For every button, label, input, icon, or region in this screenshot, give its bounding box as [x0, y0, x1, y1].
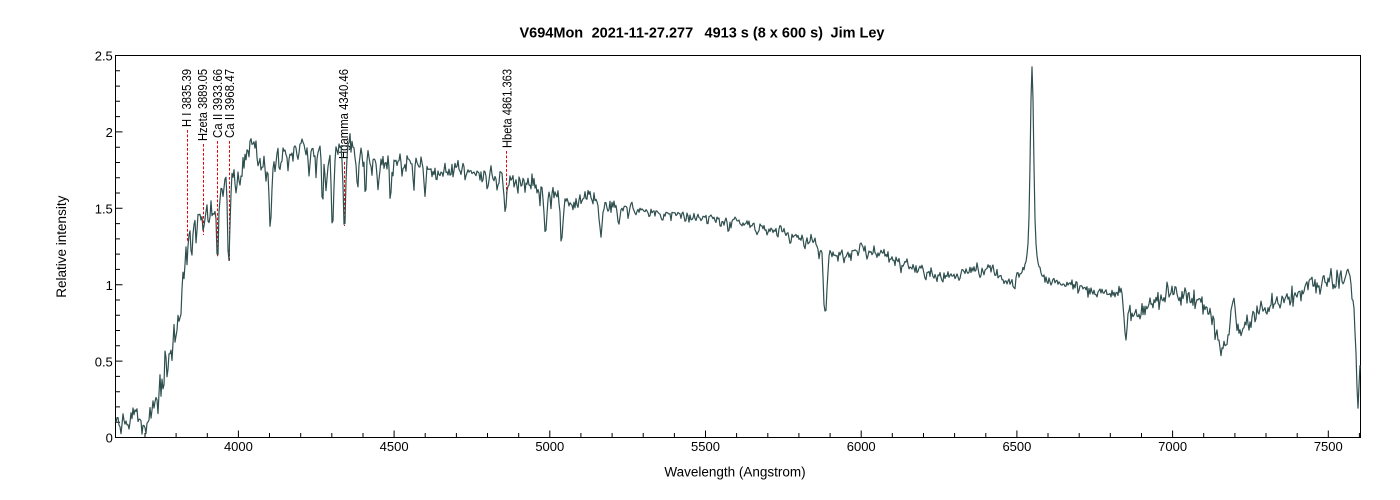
svg-text:5000: 5000	[535, 439, 564, 454]
svg-text:1.5: 1.5	[95, 202, 113, 217]
svg-text:0: 0	[106, 431, 113, 446]
svg-text:H I 3835.39: H I 3835.39	[179, 69, 194, 127]
svg-text:7000: 7000	[1158, 439, 1187, 454]
svg-text:2.5: 2.5	[95, 49, 113, 64]
svg-text:Hbeta 4861.363: Hbeta 4861.363	[500, 69, 515, 148]
svg-text:4500: 4500	[380, 439, 409, 454]
svg-text:Hgamma 4340.46: Hgamma 4340.46	[336, 69, 351, 159]
svg-text:2: 2	[106, 125, 113, 140]
svg-text:6500: 6500	[1002, 439, 1031, 454]
svg-text:Ca II 3968.47: Ca II 3968.47	[222, 69, 237, 138]
svg-text:7500: 7500	[1314, 439, 1343, 454]
svg-text:5500: 5500	[691, 439, 720, 454]
svg-text:Relative intensity: Relative intensity	[54, 195, 69, 297]
svg-text:4000: 4000	[224, 439, 253, 454]
svg-text:6000: 6000	[847, 439, 876, 454]
svg-text:Ca II 3933.66: Ca II 3933.66	[210, 69, 225, 138]
svg-text:1: 1	[106, 278, 113, 293]
svg-text:Wavelength (Angstrom): Wavelength (Angstrom)	[664, 464, 805, 479]
svg-text:0.5: 0.5	[95, 354, 113, 369]
svg-text:Hzeta 3889.05: Hzeta 3889.05	[195, 69, 210, 141]
